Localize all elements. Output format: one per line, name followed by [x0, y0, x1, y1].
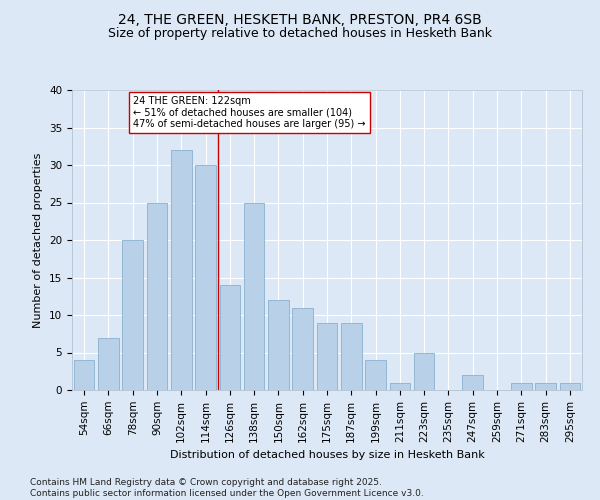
Bar — [317, 322, 337, 390]
Text: Contains HM Land Registry data © Crown copyright and database right 2025.
Contai: Contains HM Land Registry data © Crown c… — [30, 478, 424, 498]
Bar — [560, 382, 580, 390]
Bar — [341, 322, 362, 390]
Bar — [146, 202, 167, 390]
Text: 24, THE GREEN, HESKETH BANK, PRESTON, PR4 6SB: 24, THE GREEN, HESKETH BANK, PRESTON, PR… — [118, 12, 482, 26]
Bar — [365, 360, 386, 390]
Bar — [98, 338, 119, 390]
Bar — [463, 375, 483, 390]
Bar — [74, 360, 94, 390]
Bar — [389, 382, 410, 390]
Bar — [244, 202, 265, 390]
Text: 24 THE GREEN: 122sqm
← 51% of detached houses are smaller (104)
47% of semi-deta: 24 THE GREEN: 122sqm ← 51% of detached h… — [133, 96, 366, 129]
Y-axis label: Number of detached properties: Number of detached properties — [34, 152, 43, 328]
Bar — [195, 165, 216, 390]
Bar — [268, 300, 289, 390]
Bar — [220, 285, 240, 390]
Bar — [511, 382, 532, 390]
Text: Size of property relative to detached houses in Hesketh Bank: Size of property relative to detached ho… — [108, 28, 492, 40]
X-axis label: Distribution of detached houses by size in Hesketh Bank: Distribution of detached houses by size … — [170, 450, 484, 460]
Bar — [122, 240, 143, 390]
Bar — [535, 382, 556, 390]
Bar — [292, 308, 313, 390]
Bar — [171, 150, 191, 390]
Bar — [414, 352, 434, 390]
